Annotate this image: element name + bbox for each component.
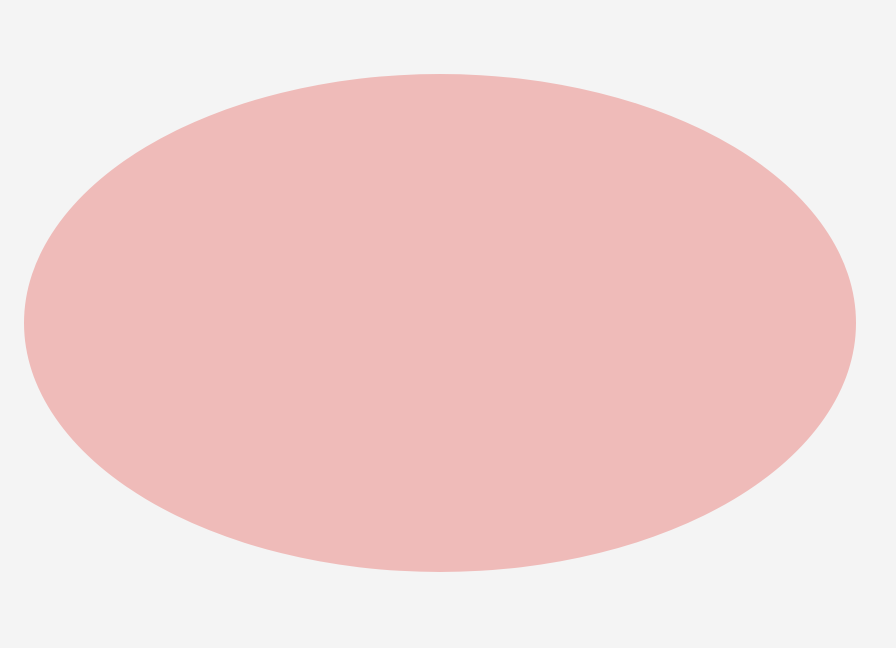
pink-ellipse: [24, 74, 856, 572]
